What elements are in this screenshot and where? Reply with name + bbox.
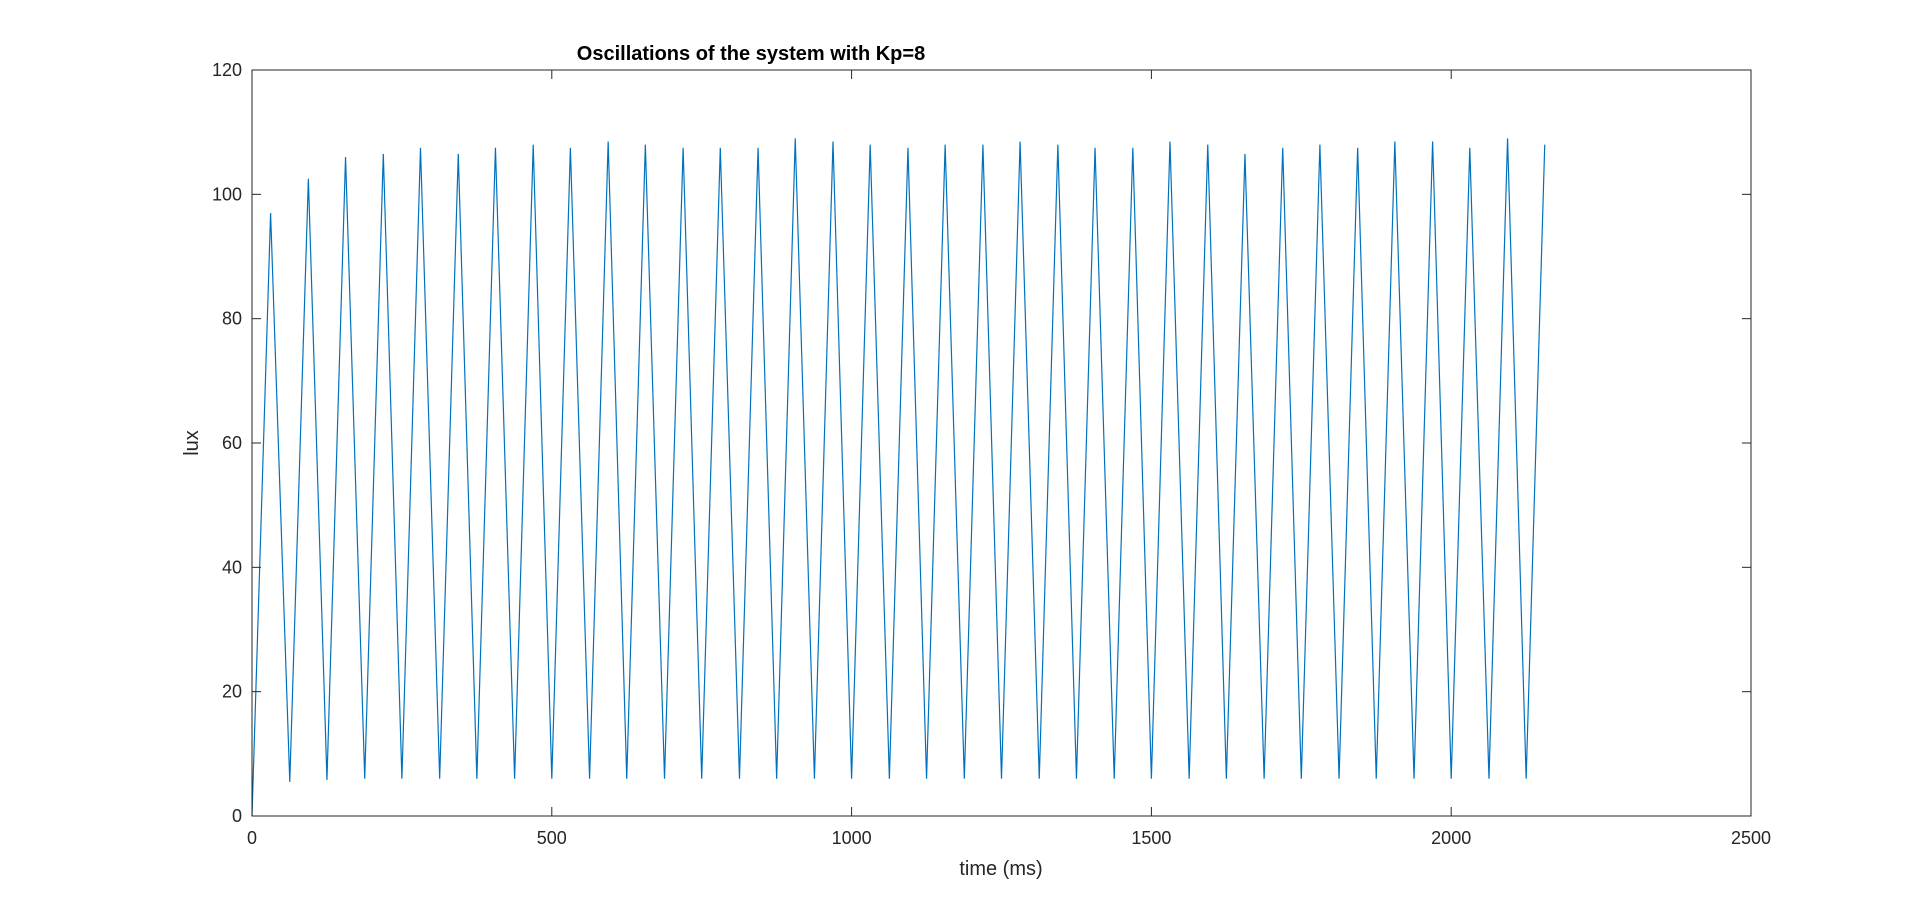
x-tick-label: 1500 [1131, 828, 1171, 848]
series-line [251, 138, 1546, 817]
y-tick-label: 0 [232, 806, 242, 826]
x-tick-label: 1000 [832, 828, 872, 848]
y-tick-label: 120 [212, 60, 242, 80]
x-axis-label: time (ms) [959, 858, 1042, 880]
x-tick-label: 2000 [1431, 828, 1471, 848]
y-tick-label: 100 [212, 184, 242, 204]
x-tick-label: 2500 [1731, 828, 1771, 848]
y-tick-label: 80 [222, 309, 242, 329]
plot-frame [251, 69, 1752, 817]
y-tick-label: 60 [222, 433, 242, 453]
y-axis-label: lux [181, 430, 203, 456]
y-tick-label: 40 [222, 557, 242, 577]
chart-title: Oscillations of the system with Kp=8 [577, 43, 925, 65]
x-tick-label: 0 [247, 828, 257, 848]
x-tick-label: 500 [537, 828, 567, 848]
y-tick-label: 20 [222, 682, 242, 702]
plot-area [252, 70, 1751, 816]
series-layer [251, 138, 1546, 817]
